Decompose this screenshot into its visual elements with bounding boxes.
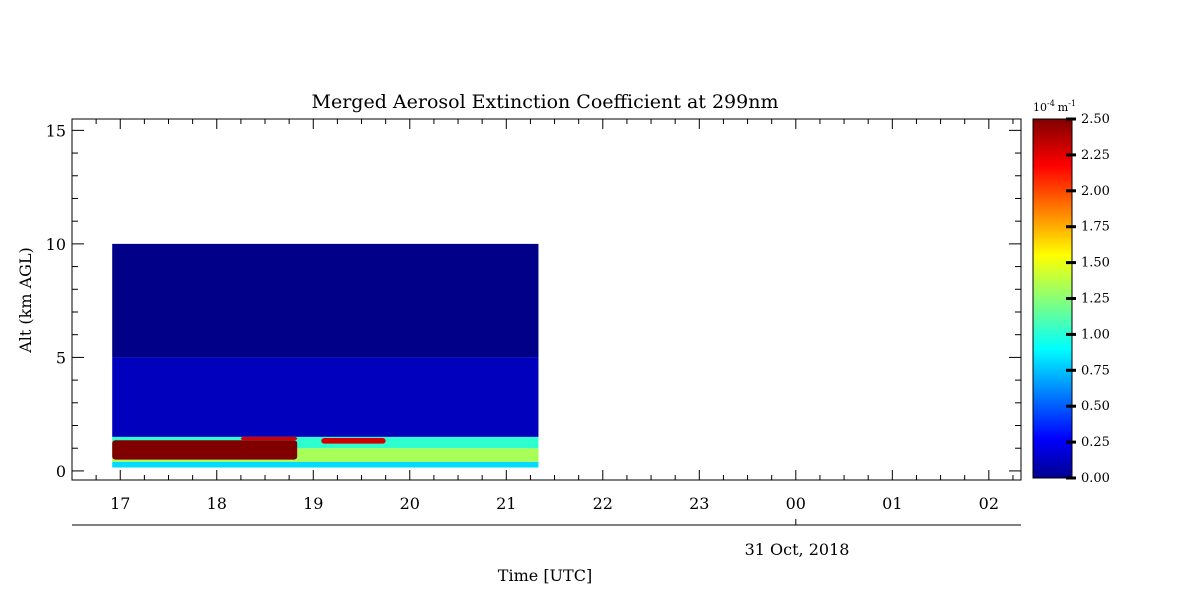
y-tick-label: 5 [56, 348, 66, 367]
colorbar-tick-label: 0.00 [1081, 471, 1110, 486]
x-tick-label: 19 [303, 494, 323, 513]
x-tick-label: 18 [207, 494, 227, 513]
colorbar-scale [1032, 118, 1073, 479]
x-tick-label: 17 [110, 494, 130, 513]
heatmap [112, 243, 539, 468]
colorbar-tick-label: 1.50 [1081, 256, 1110, 271]
x-tick-label: 23 [689, 494, 709, 513]
x-axis: 17 18 19 20 21 22 23 00 01 02 [95, 119, 1014, 513]
x-tick-label: 22 [593, 494, 613, 513]
colorbar-unit: 10-4 m-1 [1033, 99, 1076, 114]
heatmap-layer-0 [112, 461, 539, 468]
y-axis: 0 5 10 15 [46, 121, 1021, 481]
y-tick-label: 10 [46, 235, 66, 254]
heatmap-feature-0 [112, 440, 298, 460]
colorbar-ticks: 0.00 0.25 0.50 0.75 1.00 1.25 1.50 1.75 2.00 2.25… [1066, 112, 1110, 486]
heatmap-feature-2 [321, 437, 386, 444]
x-tick-label: 21 [496, 494, 516, 513]
colorbar-tick-label: 0.75 [1081, 363, 1110, 378]
date-label: 31 Oct, 2018 [745, 540, 850, 559]
colorbar: 10-4 m-1 0.00 0.25 0.50 0.75 1.00 1.25 1.50 1.75… [1032, 99, 1110, 486]
y-tick-label: 15 [46, 121, 66, 140]
heatmap-layer-3 [112, 357, 539, 437]
heatmap-feature-1 [240, 436, 298, 441]
chart-title: Merged Aerosol Extinction Coefficient at… [312, 91, 779, 113]
x-tick-label: 20 [400, 494, 420, 513]
colorbar-tick-label: 1.00 [1081, 327, 1110, 342]
x-tick-label: 01 [882, 494, 902, 513]
colorbar-tick-label: 1.25 [1081, 292, 1110, 307]
colorbar-tick-label: 0.50 [1081, 399, 1110, 414]
heatmap-layer-4 [112, 243, 539, 358]
plot-frame [71, 118, 1022, 481]
colorbar-tick-label: 2.00 [1081, 184, 1110, 199]
x-tick-label: 00 [786, 494, 806, 513]
y-axis-label: Alt (km AGL) [16, 247, 35, 354]
x-axis-label: Time [UTC] [498, 566, 592, 585]
x-tick-label: 02 [979, 494, 999, 513]
colorbar-tick-label: 1.75 [1081, 220, 1110, 235]
colorbar-tick-label: 2.50 [1081, 112, 1110, 127]
y-tick-label: 0 [56, 462, 66, 481]
colorbar-tick-label: 0.25 [1081, 435, 1110, 450]
colorbar-tick-label: 2.25 [1081, 148, 1110, 163]
